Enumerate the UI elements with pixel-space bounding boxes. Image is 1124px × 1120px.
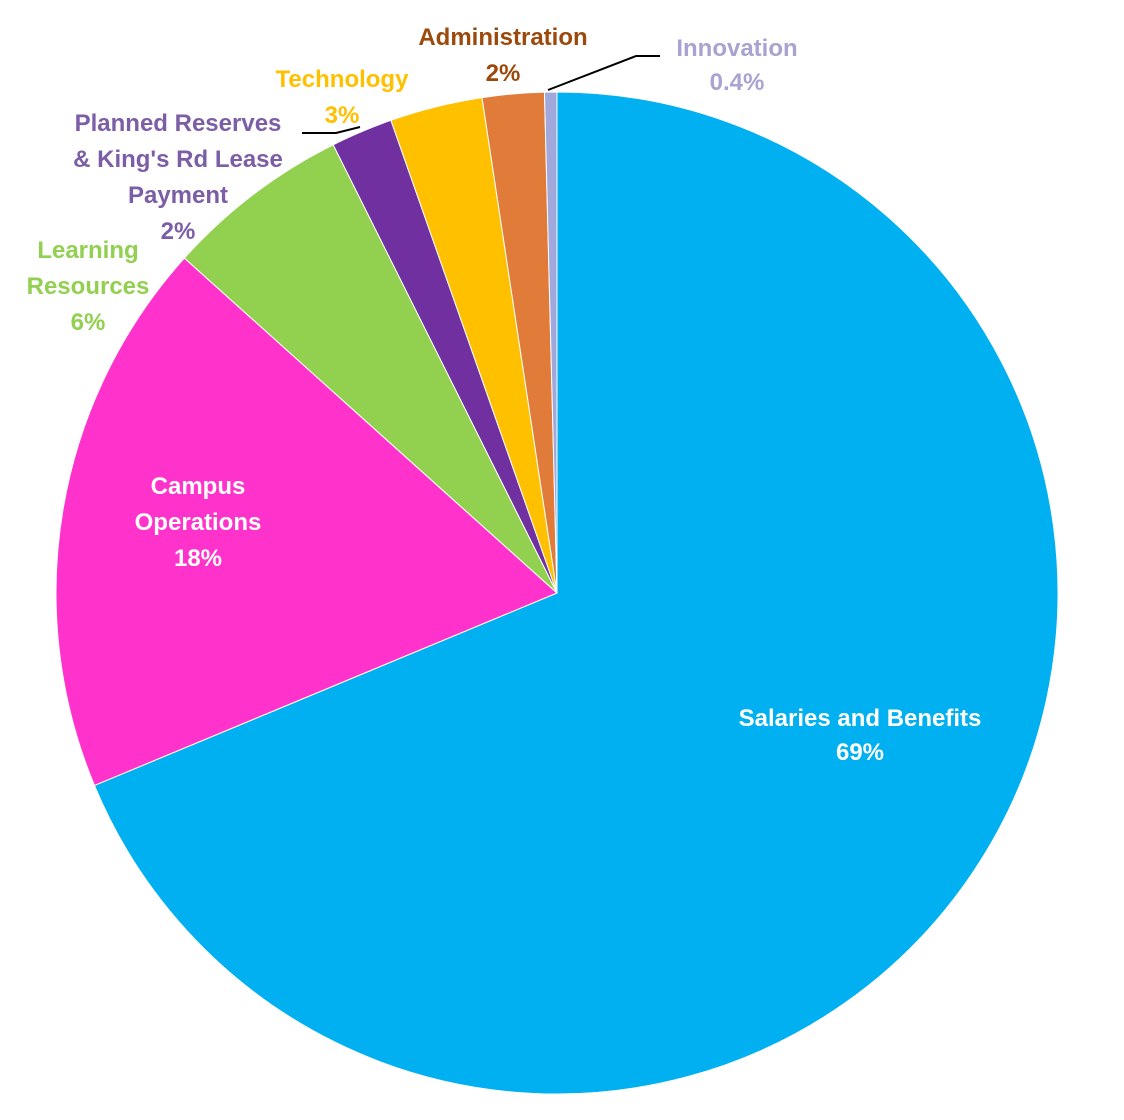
slice-name-line: Learning	[37, 237, 138, 264]
data-label-innovation: Innovation 0.4%	[676, 35, 797, 96]
pie-slice-learning-resources	[183, 144, 558, 594]
data-label-planned-reserves-king-s-rd-lease-payment: Planned Reserves & King's Rd Lease Payment…	[73, 110, 283, 245]
slice-name-line: Planned Reserves	[75, 110, 282, 137]
pie-slice-campus-operations	[55, 257, 558, 787]
slice-percent: 6%	[71, 309, 106, 336]
pie-slice-innovation	[543, 91, 558, 594]
slice-percent: 69%	[836, 739, 884, 766]
slice-percent: 0.4%	[710, 69, 765, 96]
slice-name-line: Operations	[135, 509, 262, 536]
slice-name-line: Innovation	[676, 35, 797, 62]
slice-percent: 2%	[486, 60, 521, 87]
data-label-salaries-and-benefits: Salaries and Benefits 69%	[739, 705, 982, 766]
slice-percent: 18%	[174, 545, 222, 572]
pie-slice-salaries-and-benefits	[93, 91, 1059, 1095]
data-label-campus-operations: Campus Operations 18%	[135, 473, 262, 572]
slice-name-line: & King's Rd Lease	[73, 146, 283, 173]
slice-name-line: Administration	[418, 24, 587, 51]
slice-name-line: Payment	[128, 182, 228, 209]
data-label-technology: Technology 3%	[276, 66, 410, 129]
slice-percent: 3%	[325, 102, 360, 129]
data-label-administration: Administration 2%	[418, 24, 587, 87]
data-label-learning-resources: Learning Resources 6%	[27, 237, 150, 336]
slice-percent: 2%	[161, 218, 196, 245]
slice-name-line: Salaries and Benefits	[739, 705, 982, 732]
leader-line-innovation	[547, 55, 660, 91]
leader-line-planned-reserves-king-s-rd-lease-payment	[302, 126, 361, 134]
slice-name-line: Campus	[151, 473, 246, 500]
slice-name-line: Technology	[276, 66, 410, 93]
slice-name-line: Resources	[27, 273, 150, 300]
